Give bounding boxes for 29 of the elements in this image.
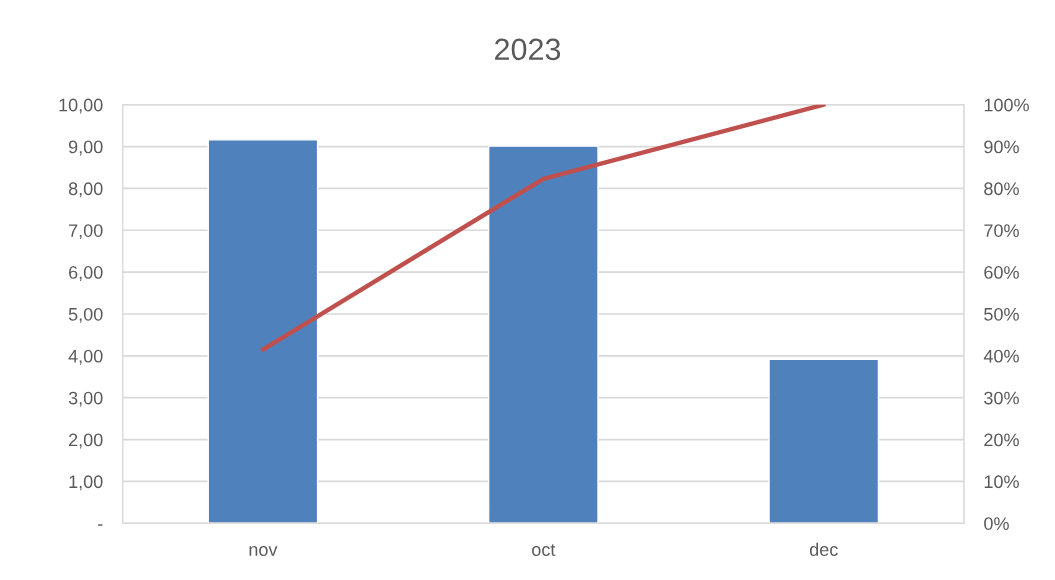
bar bbox=[207, 139, 319, 524]
y-tick-label: 1,00 bbox=[69, 475, 103, 491]
y2-tick-label: 60% bbox=[984, 266, 1019, 279]
y-tick-label: 2,00 bbox=[69, 433, 103, 449]
y2-tick-label: 90% bbox=[984, 140, 1019, 154]
y2-tick-label: 0% bbox=[984, 517, 1009, 530]
bar bbox=[768, 358, 880, 524]
y2-tick-label: 80% bbox=[984, 182, 1019, 196]
y-tick-label: 9,00 bbox=[68, 140, 103, 156]
y-tick-label: 3,00 bbox=[68, 391, 103, 407]
y-tick-label: 8,00 bbox=[68, 182, 103, 198]
chart-title: 2023 bbox=[495, 38, 561, 61]
x-tick-label: dec bbox=[809, 542, 838, 556]
y2-tick-label: 30% bbox=[984, 391, 1019, 405]
bar bbox=[487, 145, 599, 524]
y-tick-label: 6,00 bbox=[69, 266, 103, 281]
y2-tick-label: 70% bbox=[984, 224, 1019, 237]
y-tick-label: 5,00 bbox=[68, 307, 103, 323]
y2-tick-label: 50% bbox=[984, 307, 1019, 321]
y-tick-label: - bbox=[98, 524, 103, 526]
y2-tick-label: 10% bbox=[984, 475, 1019, 489]
y2-tick-label: 40% bbox=[983, 349, 1019, 363]
y2-tick-label: 20% bbox=[984, 433, 1019, 447]
y-tick-label: 10,00 bbox=[59, 98, 103, 114]
y-tick-label: 7,00 bbox=[69, 224, 103, 240]
x-tick-label: nov bbox=[249, 546, 278, 556]
y-tick-label: 4,00 bbox=[68, 349, 103, 365]
y2-tick-label: 100% bbox=[984, 98, 1029, 112]
x-tick-label: oct bbox=[532, 544, 556, 556]
